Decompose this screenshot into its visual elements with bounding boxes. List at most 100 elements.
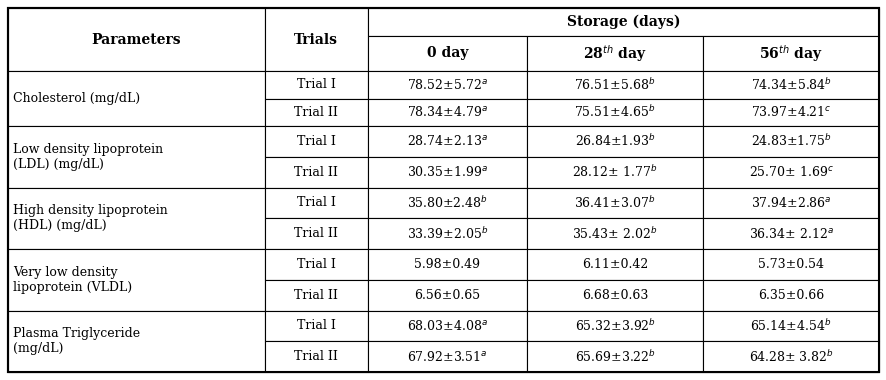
Text: 6.68±0.63: 6.68±0.63 bbox=[581, 289, 648, 302]
Bar bbox=[703, 187, 878, 218]
Bar bbox=[703, 249, 878, 280]
Text: 6.11±0.42: 6.11±0.42 bbox=[581, 258, 648, 271]
Bar bbox=[526, 126, 703, 157]
Text: 28.12± 1.77$^{b}$: 28.12± 1.77$^{b}$ bbox=[571, 164, 657, 180]
Text: 35.43± 2.02$^{b}$: 35.43± 2.02$^{b}$ bbox=[571, 226, 657, 242]
Bar bbox=[265, 280, 368, 310]
Text: 28$^{th}$ day: 28$^{th}$ day bbox=[583, 43, 646, 64]
Text: Trial I: Trial I bbox=[297, 196, 336, 209]
Text: Storage (days): Storage (days) bbox=[566, 15, 680, 29]
Bar bbox=[265, 126, 368, 157]
Bar bbox=[703, 36, 878, 71]
Bar bbox=[265, 71, 368, 98]
Text: 36.41±3.07$^{b}$: 36.41±3.07$^{b}$ bbox=[574, 195, 655, 211]
Text: 65.14±4.54$^{b}$: 65.14±4.54$^{b}$ bbox=[750, 318, 831, 334]
Text: 6.56±0.65: 6.56±0.65 bbox=[414, 289, 480, 302]
Text: 26.84±1.93$^{b}$: 26.84±1.93$^{b}$ bbox=[574, 133, 655, 149]
Bar bbox=[368, 187, 526, 218]
Text: Low density lipoprotein
(LDL) (mg/dL): Low density lipoprotein (LDL) (mg/dL) bbox=[13, 143, 163, 171]
Bar bbox=[368, 341, 526, 372]
Bar bbox=[526, 71, 703, 98]
Bar bbox=[368, 71, 526, 98]
Text: Trial II: Trial II bbox=[294, 227, 338, 240]
Bar bbox=[368, 310, 526, 341]
Bar bbox=[265, 218, 368, 249]
Bar bbox=[526, 280, 703, 310]
Text: 24.83±1.75$^{b}$: 24.83±1.75$^{b}$ bbox=[750, 133, 830, 149]
Text: 73.97±4.21$^{c}$: 73.97±4.21$^{c}$ bbox=[750, 105, 830, 119]
Text: Trial II: Trial II bbox=[294, 350, 338, 363]
Bar bbox=[526, 310, 703, 341]
Bar bbox=[368, 218, 526, 249]
Bar bbox=[703, 71, 878, 98]
Text: 67.92±3.51$^{a}$: 67.92±3.51$^{a}$ bbox=[407, 350, 487, 364]
Bar bbox=[265, 157, 368, 187]
Text: 25.70± 1.69$^{c}$: 25.70± 1.69$^{c}$ bbox=[748, 165, 833, 179]
Text: 76.51±5.68$^{b}$: 76.51±5.68$^{b}$ bbox=[574, 77, 655, 93]
Bar bbox=[265, 249, 368, 280]
Bar bbox=[703, 126, 878, 157]
Text: Parameters: Parameters bbox=[91, 33, 181, 46]
Text: 33.39±2.05$^{b}$: 33.39±2.05$^{b}$ bbox=[407, 226, 487, 242]
Text: 35.80±2.48$^{b}$: 35.80±2.48$^{b}$ bbox=[407, 195, 487, 211]
Bar bbox=[703, 341, 878, 372]
Bar bbox=[8, 310, 265, 372]
Text: High density lipoprotein
(HDL) (mg/dL): High density lipoprotein (HDL) (mg/dL) bbox=[13, 204, 167, 232]
Bar bbox=[8, 187, 265, 249]
Bar bbox=[526, 157, 703, 187]
Bar bbox=[265, 187, 368, 218]
Bar bbox=[8, 126, 265, 187]
Text: Trial II: Trial II bbox=[294, 289, 338, 302]
Bar bbox=[703, 98, 878, 126]
Bar bbox=[368, 249, 526, 280]
Text: 65.32±3.92$^{b}$: 65.32±3.92$^{b}$ bbox=[574, 318, 655, 334]
Bar bbox=[526, 98, 703, 126]
Text: 65.69±3.22$^{b}$: 65.69±3.22$^{b}$ bbox=[574, 349, 655, 364]
Bar bbox=[265, 341, 368, 372]
Bar bbox=[703, 310, 878, 341]
Text: 75.51±4.65$^{b}$: 75.51±4.65$^{b}$ bbox=[574, 104, 655, 120]
Bar bbox=[526, 341, 703, 372]
Bar bbox=[265, 8, 368, 71]
Bar bbox=[8, 71, 265, 126]
Text: Trial II: Trial II bbox=[294, 166, 338, 179]
Text: Trial I: Trial I bbox=[297, 78, 336, 91]
Bar bbox=[265, 98, 368, 126]
Text: 5.98±0.49: 5.98±0.49 bbox=[414, 258, 480, 271]
Text: 0 day: 0 day bbox=[426, 46, 468, 60]
Bar bbox=[703, 157, 878, 187]
Text: 78.34±4.79$^{a}$: 78.34±4.79$^{a}$ bbox=[407, 105, 487, 119]
Bar bbox=[526, 187, 703, 218]
Text: Plasma Triglyceride
(mg/dL): Plasma Triglyceride (mg/dL) bbox=[13, 327, 140, 355]
Text: Trial I: Trial I bbox=[297, 135, 336, 148]
Bar bbox=[368, 280, 526, 310]
Text: 37.94±2.86$^{a}$: 37.94±2.86$^{a}$ bbox=[750, 196, 830, 210]
Bar bbox=[368, 157, 526, 187]
Bar bbox=[8, 249, 265, 310]
Text: 78.52±5.72$^{a}$: 78.52±5.72$^{a}$ bbox=[407, 78, 487, 92]
Bar bbox=[8, 8, 265, 71]
Text: 6.35±0.66: 6.35±0.66 bbox=[757, 289, 823, 302]
Text: Trial I: Trial I bbox=[297, 319, 336, 332]
Text: 28.74±2.13$^{a}$: 28.74±2.13$^{a}$ bbox=[407, 135, 487, 148]
Text: 5.73±0.54: 5.73±0.54 bbox=[758, 258, 823, 271]
Bar bbox=[368, 126, 526, 157]
Bar bbox=[265, 310, 368, 341]
Bar bbox=[368, 98, 526, 126]
Bar bbox=[368, 8, 878, 36]
Text: 56$^{th}$ day: 56$^{th}$ day bbox=[758, 43, 822, 64]
Bar bbox=[703, 218, 878, 249]
Bar bbox=[703, 280, 878, 310]
Text: 64.28± 3.82$^{b}$: 64.28± 3.82$^{b}$ bbox=[748, 349, 832, 364]
Text: 74.34±5.84$^{b}$: 74.34±5.84$^{b}$ bbox=[750, 77, 830, 93]
Text: Trials: Trials bbox=[294, 33, 338, 46]
Bar bbox=[526, 36, 703, 71]
Text: 68.03±4.08$^{a}$: 68.03±4.08$^{a}$ bbox=[407, 319, 487, 333]
Text: Cholesterol (mg/dL): Cholesterol (mg/dL) bbox=[13, 92, 140, 105]
Bar bbox=[526, 249, 703, 280]
Text: 30.35±1.99$^{a}$: 30.35±1.99$^{a}$ bbox=[407, 165, 487, 179]
Text: Trial I: Trial I bbox=[297, 258, 336, 271]
Text: Very low density
lipoprotein (VLDL): Very low density lipoprotein (VLDL) bbox=[13, 266, 132, 294]
Text: Trial II: Trial II bbox=[294, 106, 338, 119]
Text: 36.34± 2.12$^{a}$: 36.34± 2.12$^{a}$ bbox=[748, 226, 833, 241]
